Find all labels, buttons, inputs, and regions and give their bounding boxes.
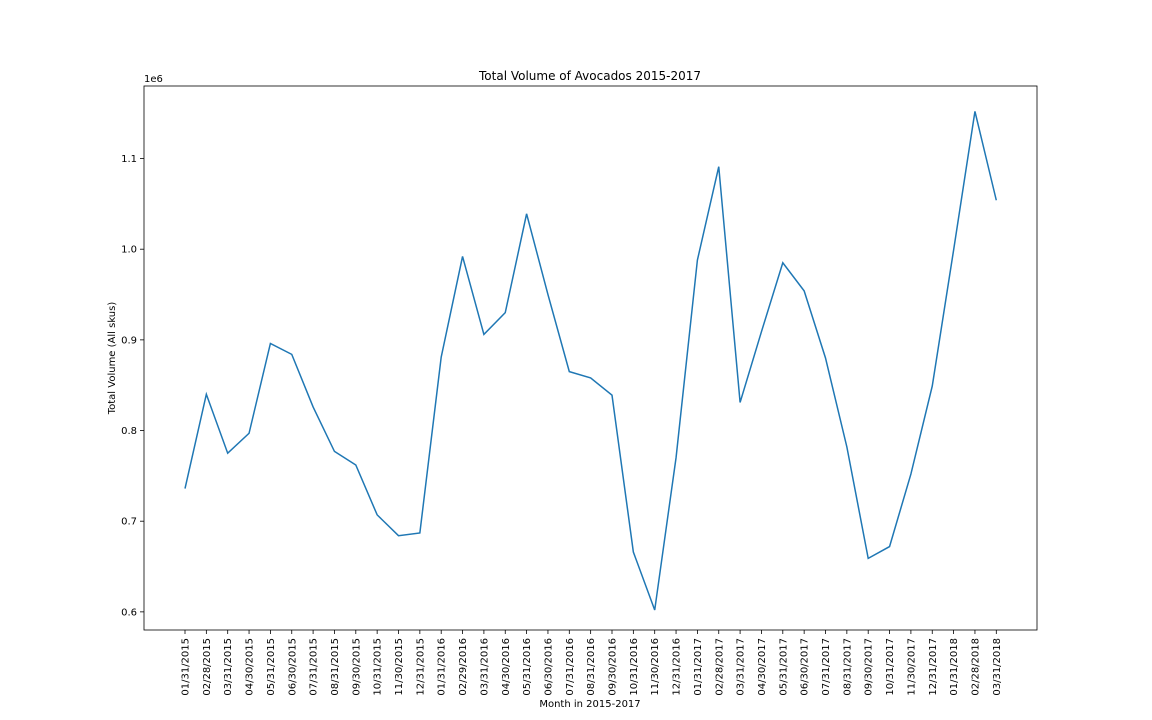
x-tick-label: 02/28/2017 [714, 638, 725, 696]
x-tick-label: 06/30/2015 [287, 638, 298, 696]
y-tick-label: 1.1 [121, 154, 137, 165]
x-tick-label: 03/31/2017 [736, 638, 747, 696]
x-tick-label: 02/28/2018 [970, 638, 981, 696]
y-offset-label: 1e6 [144, 74, 163, 85]
x-tick-label: 06/30/2016 [543, 638, 554, 696]
x-tick-label: 05/31/2015 [266, 638, 277, 696]
y-axis-label: Total Volume (All skus) [107, 302, 118, 416]
x-tick-label: 05/31/2016 [522, 638, 533, 696]
x-tick-label: 07/31/2016 [565, 638, 576, 696]
y-tick-label: 0.6 [121, 607, 137, 618]
x-axis: 01/31/2015 02/28/2015 03/31/2015 04/30/2015… [181, 630, 1003, 696]
x-tick-label: 04/30/2015 [245, 638, 256, 696]
x-tick-label: 02/29/2016 [458, 638, 469, 696]
x-tick-label: 01/31/2016 [437, 638, 448, 696]
x-tick-label: 07/31/2015 [309, 638, 320, 696]
y-tick-label: 0.7 [121, 517, 137, 528]
x-tick-label: 01/31/2018 [949, 638, 960, 696]
x-axis-label: Month in 2015-2017 [539, 699, 640, 710]
y-tick-label: 1.0 [121, 245, 137, 256]
x-tick-label: 10/31/2015 [373, 638, 384, 696]
x-tick-label: 08/31/2017 [842, 638, 853, 696]
x-tick-label: 12/31/2015 [415, 638, 426, 696]
x-tick-label: 05/31/2017 [778, 638, 789, 696]
x-tick-label: 10/31/2016 [629, 638, 640, 696]
y-axis: 0.6 0.7 0.8 0.9 1.0 1.1 [121, 154, 144, 618]
x-tick-label: 12/31/2016 [672, 638, 683, 696]
x-tick-label: 08/31/2015 [330, 638, 341, 696]
x-tick-label: 11/30/2017 [906, 638, 917, 696]
x-tick-label: 11/30/2016 [650, 638, 661, 696]
chart-title: Total Volume of Avocados 2015-2017 [478, 69, 701, 83]
x-tick-label: 04/30/2017 [757, 638, 768, 696]
series-line [184, 111, 998, 611]
x-tick-label: 01/31/2015 [181, 638, 192, 696]
x-tick-label: 07/31/2017 [821, 638, 832, 696]
x-tick-label: 08/31/2016 [586, 638, 597, 696]
x-tick-label: 09/30/2015 [351, 638, 362, 696]
x-tick-label: 04/30/2016 [501, 638, 512, 696]
x-tick-label: 01/31/2017 [693, 638, 704, 696]
x-tick-label: 03/31/2016 [479, 638, 490, 696]
x-tick-label: 09/30/2017 [864, 638, 875, 696]
x-tick-label: 02/28/2015 [202, 638, 213, 696]
x-tick-label: 12/31/2017 [928, 638, 939, 696]
x-tick-label: 10/31/2017 [885, 638, 896, 696]
x-tick-label: 09/30/2016 [608, 638, 619, 696]
x-tick-label: 03/31/2018 [992, 638, 1003, 696]
x-tick-label: 11/30/2015 [394, 638, 405, 696]
plot-frame [143, 85, 1038, 631]
y-tick-label: 0.8 [121, 426, 137, 437]
x-tick-label: 03/31/2015 [223, 638, 234, 696]
y-tick-label: 0.9 [121, 335, 137, 346]
x-tick-label: 06/30/2017 [800, 638, 811, 696]
